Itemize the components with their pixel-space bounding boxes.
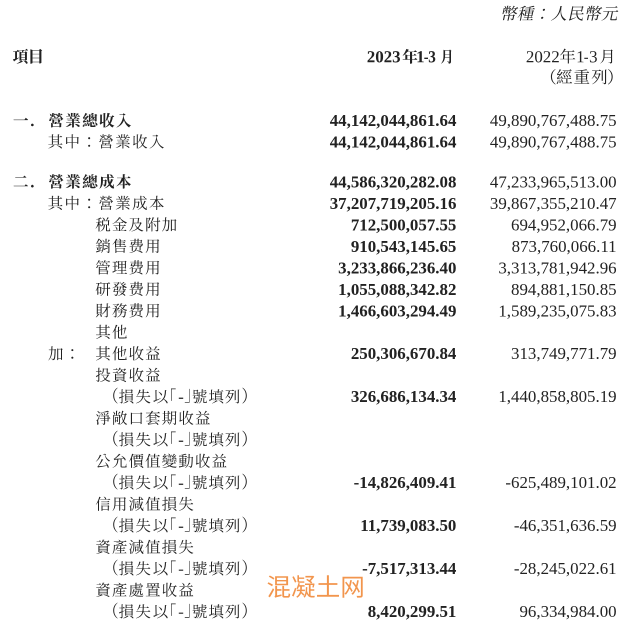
svg-text:-14,826,409.41: -14,826,409.41 (354, 473, 457, 492)
svg-text:1,589,235,075.83: 1,589,235,075.83 (498, 301, 616, 320)
svg-text:-7,517,313.44: -7,517,313.44 (362, 559, 457, 578)
svg-text:47,233,965,513.00: 47,233,965,513.00 (490, 172, 617, 191)
svg-text:49,890,767,488.75: 49,890,767,488.75 (490, 132, 617, 151)
svg-text:44,142,044,861.64: 44,142,044,861.64 (330, 111, 457, 130)
svg-text:37,207,719,205.16: 37,207,719,205.16 (330, 194, 457, 213)
svg-text:1,466,603,294.49: 1,466,603,294.49 (338, 301, 456, 320)
svg-text:894,881,150.85: 894,881,150.85 (511, 280, 617, 299)
svg-text:8,420,299.51: 8,420,299.51 (368, 602, 457, 621)
svg-text:11,739,083.50: 11,739,083.50 (360, 516, 456, 535)
svg-text:1,055,088,342.82: 1,055,088,342.82 (338, 280, 456, 299)
svg-text:712,500,057.55: 712,500,057.55 (351, 215, 457, 234)
svg-text:96,334,984.00: 96,334,984.00 (519, 602, 616, 621)
svg-text:-28,245,022.61: -28,245,022.61 (514, 559, 617, 578)
svg-text:44,142,044,861.64: 44,142,044,861.64 (330, 132, 457, 151)
svg-text:1,440,858,805.19: 1,440,858,805.19 (498, 387, 616, 406)
svg-text:326,686,134.34: 326,686,134.34 (351, 387, 457, 406)
svg-text:910,543,145.65: 910,543,145.65 (351, 237, 457, 256)
svg-text:39,867,355,210.47: 39,867,355,210.47 (490, 194, 617, 213)
svg-text:3,313,781,942.96: 3,313,781,942.96 (498, 258, 616, 277)
svg-text:313,749,771.79: 313,749,771.79 (511, 344, 617, 363)
svg-text:250,306,670.84: 250,306,670.84 (351, 344, 457, 363)
svg-text:49,890,767,488.75: 49,890,767,488.75 (490, 111, 617, 130)
svg-text:694,952,066.79: 694,952,066.79 (511, 215, 617, 234)
svg-text:3,233,866,236.40: 3,233,866,236.40 (338, 258, 456, 277)
svg-text:873,760,066.11: 873,760,066.11 (512, 237, 617, 256)
svg-text:-46,351,636.59: -46,351,636.59 (514, 516, 617, 535)
svg-text:44,586,320,282.08: 44,586,320,282.08 (330, 172, 457, 191)
svg-text:-625,489,101.02: -625,489,101.02 (505, 473, 616, 492)
